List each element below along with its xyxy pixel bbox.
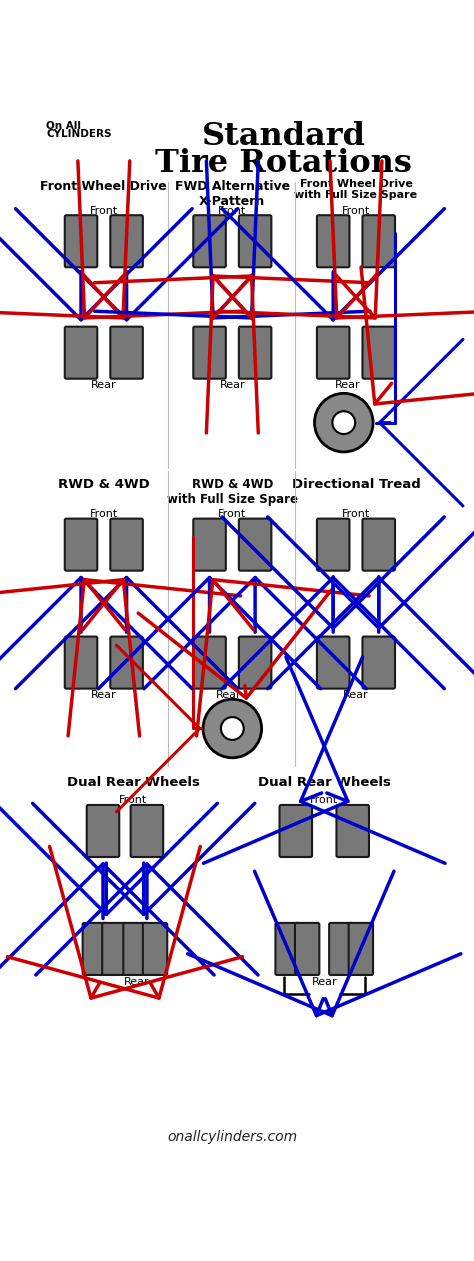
Text: RWD & 4WD
with Full Size Spare: RWD & 4WD with Full Size Spare bbox=[167, 478, 298, 506]
Text: Rear: Rear bbox=[335, 381, 361, 391]
FancyBboxPatch shape bbox=[280, 805, 312, 857]
FancyBboxPatch shape bbox=[65, 216, 97, 267]
Text: Rear: Rear bbox=[343, 690, 369, 700]
FancyBboxPatch shape bbox=[317, 327, 349, 378]
Circle shape bbox=[314, 393, 373, 451]
FancyBboxPatch shape bbox=[110, 216, 143, 267]
FancyBboxPatch shape bbox=[239, 327, 272, 378]
Circle shape bbox=[332, 411, 355, 434]
FancyBboxPatch shape bbox=[337, 805, 369, 857]
Text: Rear: Rear bbox=[216, 690, 241, 700]
Text: FWD Alternative
X-Pattern: FWD Alternative X-Pattern bbox=[175, 180, 290, 208]
FancyBboxPatch shape bbox=[65, 327, 97, 378]
FancyBboxPatch shape bbox=[110, 518, 143, 571]
FancyBboxPatch shape bbox=[193, 637, 226, 689]
Text: CYLINDERS: CYLINDERS bbox=[46, 129, 111, 139]
Text: Front: Front bbox=[90, 509, 118, 518]
FancyBboxPatch shape bbox=[295, 923, 319, 975]
FancyBboxPatch shape bbox=[239, 518, 272, 571]
FancyBboxPatch shape bbox=[110, 327, 143, 378]
Text: Directional Tread: Directional Tread bbox=[292, 478, 420, 491]
FancyBboxPatch shape bbox=[317, 637, 349, 689]
Text: Rear: Rear bbox=[311, 976, 337, 986]
FancyBboxPatch shape bbox=[193, 518, 226, 571]
Text: RWD & 4WD: RWD & 4WD bbox=[58, 478, 150, 491]
Text: Front: Front bbox=[310, 796, 338, 806]
Text: Dual Rear Wheels: Dual Rear Wheels bbox=[258, 776, 391, 788]
Text: Tire Rotations: Tire Rotations bbox=[155, 148, 412, 179]
Text: Rear: Rear bbox=[91, 690, 117, 700]
FancyBboxPatch shape bbox=[363, 518, 395, 571]
Text: Front: Front bbox=[342, 509, 370, 518]
Text: Dual Rear Wheels: Dual Rear Wheels bbox=[67, 776, 200, 788]
FancyBboxPatch shape bbox=[317, 518, 349, 571]
Circle shape bbox=[203, 699, 262, 758]
FancyBboxPatch shape bbox=[110, 637, 143, 689]
Text: onallcylinders.com: onallcylinders.com bbox=[167, 1130, 297, 1144]
FancyBboxPatch shape bbox=[65, 637, 97, 689]
FancyBboxPatch shape bbox=[131, 805, 163, 857]
Text: Front Wheel Drive: Front Wheel Drive bbox=[40, 180, 167, 193]
FancyBboxPatch shape bbox=[193, 327, 226, 378]
FancyBboxPatch shape bbox=[363, 327, 395, 378]
FancyBboxPatch shape bbox=[102, 923, 127, 975]
FancyBboxPatch shape bbox=[82, 923, 107, 975]
FancyBboxPatch shape bbox=[329, 923, 354, 975]
FancyBboxPatch shape bbox=[193, 216, 226, 267]
Text: Front: Front bbox=[342, 207, 370, 217]
FancyBboxPatch shape bbox=[363, 216, 395, 267]
FancyBboxPatch shape bbox=[143, 923, 167, 975]
Text: Front Wheel Drive
with Full Size Spare: Front Wheel Drive with Full Size Spare bbox=[294, 179, 418, 200]
Text: Front: Front bbox=[218, 509, 246, 518]
FancyBboxPatch shape bbox=[239, 216, 272, 267]
Circle shape bbox=[221, 718, 244, 740]
Text: Standard: Standard bbox=[201, 121, 365, 151]
FancyBboxPatch shape bbox=[317, 216, 349, 267]
Text: Front: Front bbox=[90, 207, 118, 217]
Text: On All: On All bbox=[46, 121, 81, 140]
Text: Front: Front bbox=[218, 207, 246, 217]
FancyBboxPatch shape bbox=[123, 923, 148, 975]
FancyBboxPatch shape bbox=[239, 637, 272, 689]
Text: Rear: Rear bbox=[124, 976, 150, 986]
FancyBboxPatch shape bbox=[349, 923, 373, 975]
Text: Front: Front bbox=[119, 796, 147, 806]
FancyBboxPatch shape bbox=[275, 923, 300, 975]
FancyBboxPatch shape bbox=[65, 518, 97, 571]
Text: Rear: Rear bbox=[91, 381, 117, 391]
FancyBboxPatch shape bbox=[87, 805, 119, 857]
Text: Rear: Rear bbox=[219, 381, 245, 391]
FancyBboxPatch shape bbox=[363, 637, 395, 689]
